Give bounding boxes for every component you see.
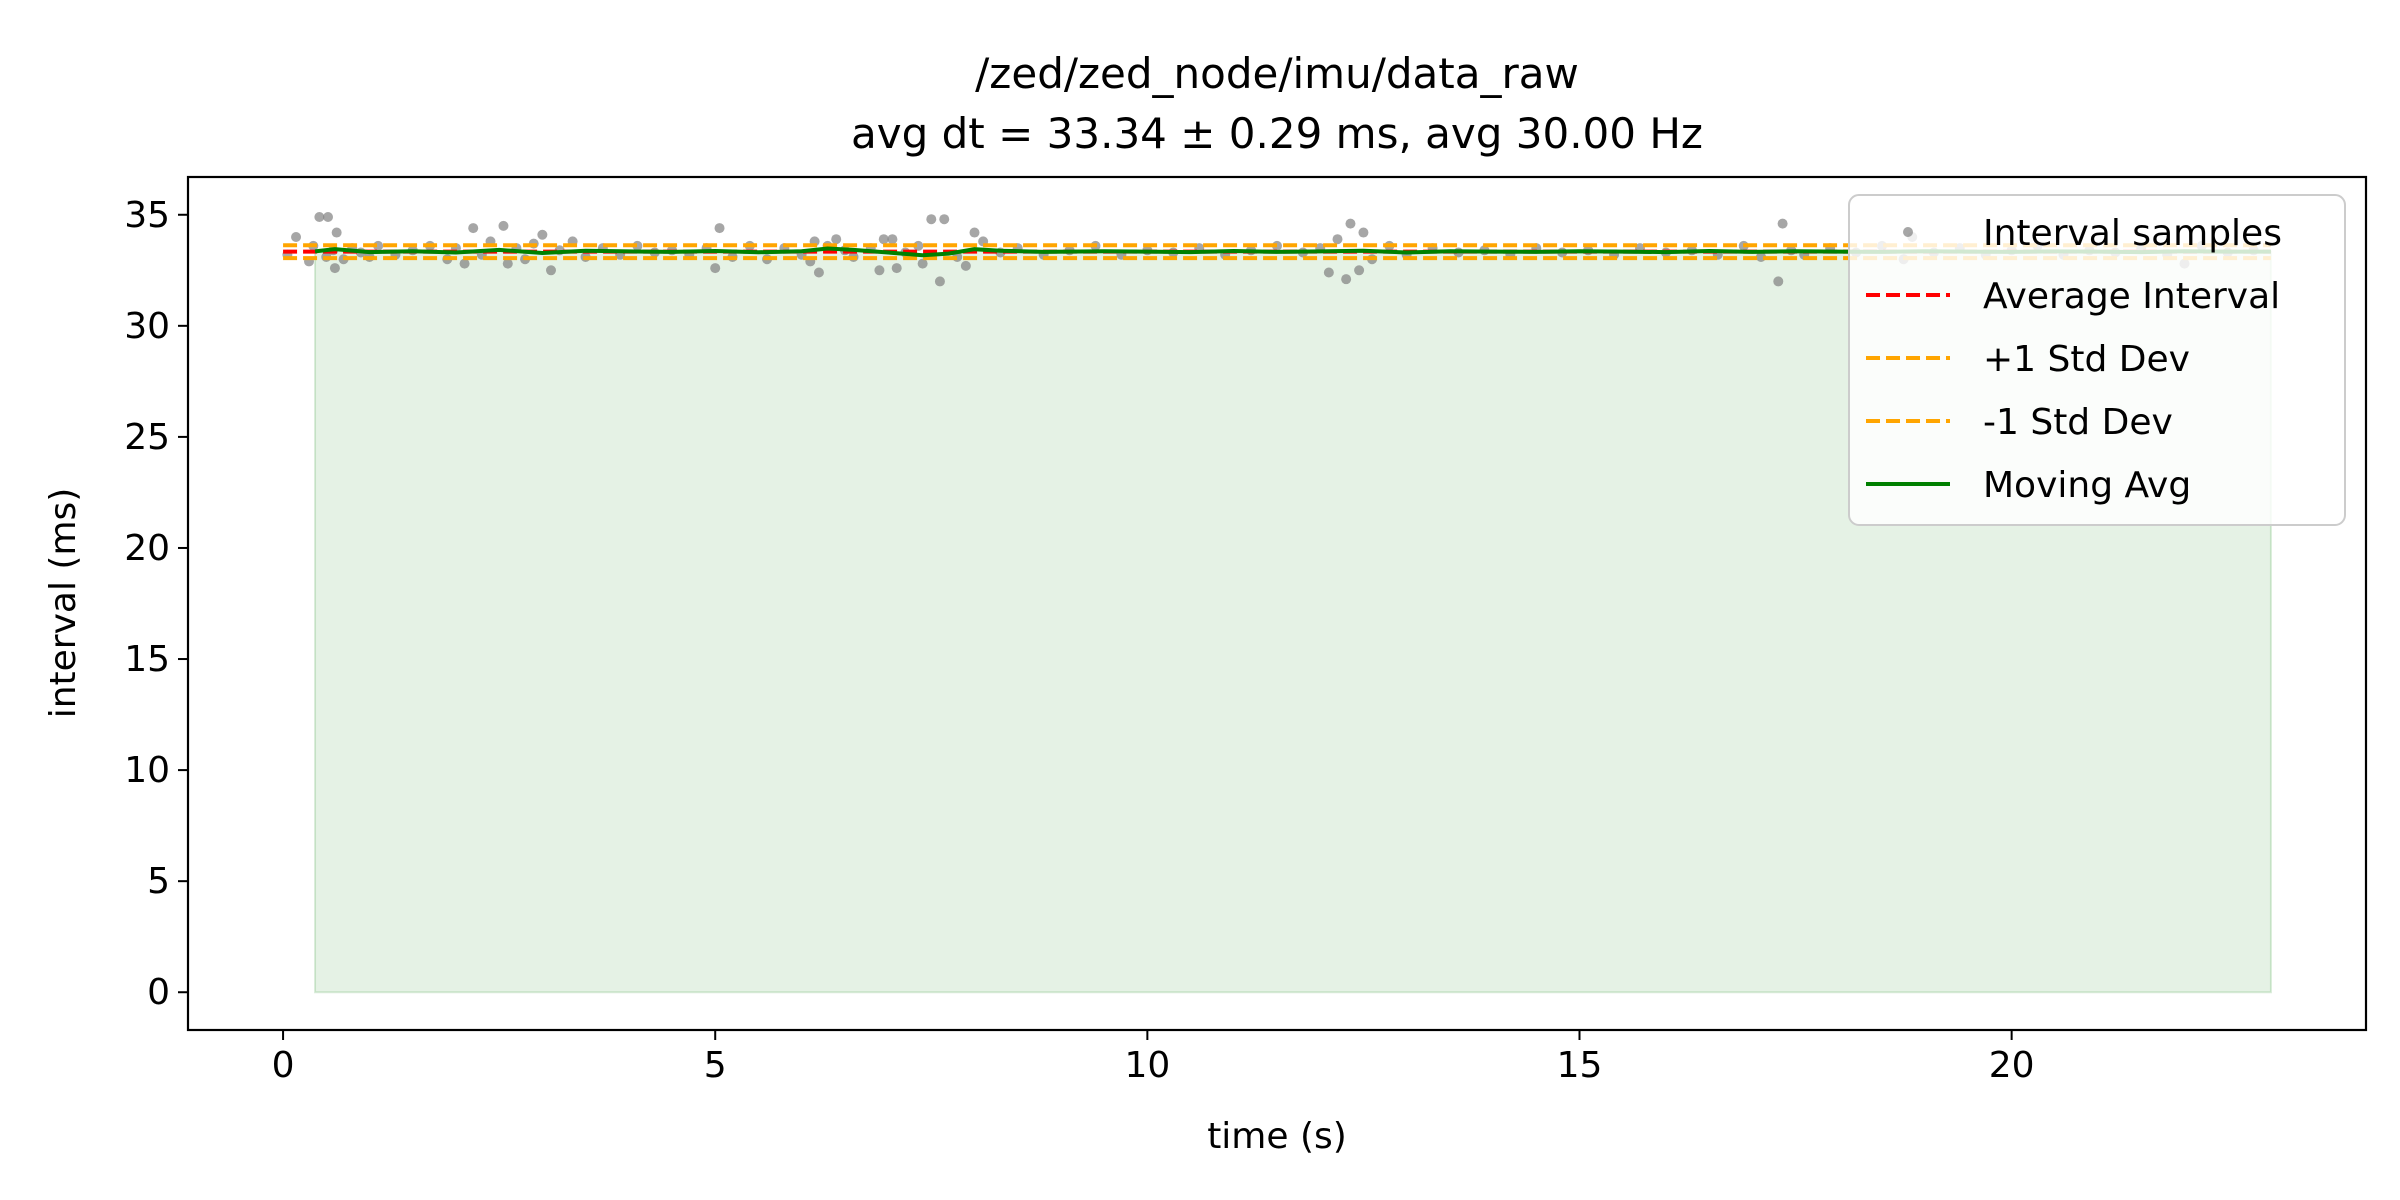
interval-sample-point	[537, 229, 548, 240]
interval-sample-point	[546, 265, 556, 276]
x-tick-label: 10	[1124, 1045, 1170, 1086]
interval-sample-point	[714, 223, 725, 234]
interval-sample-point	[710, 263, 721, 274]
y-tick-label: 35	[124, 195, 170, 236]
interval-sample-point	[926, 214, 937, 225]
interval-sample-point	[498, 220, 509, 231]
interval-sample-point	[874, 265, 885, 276]
legend-label: -1 Std Dev	[1983, 402, 2173, 443]
interval-sample-point	[502, 258, 513, 269]
axes-frame	[186, 175, 2368, 1032]
interval-sample-point	[887, 234, 898, 245]
interval-sample-point	[323, 211, 334, 222]
interval-sample-point	[331, 227, 342, 238]
interval-sample-point	[329, 263, 340, 274]
interval-sample-point	[917, 258, 928, 269]
interval-sample-point	[459, 258, 470, 269]
interval-sample-point	[1345, 218, 1356, 229]
legend-label: Average Interval	[1983, 276, 2280, 317]
interval-sample-point	[831, 234, 842, 245]
interval-sample-point	[314, 211, 325, 222]
interval-sample-point	[939, 214, 950, 225]
interval-sample-point	[969, 227, 980, 238]
y-tick-label: 10	[124, 750, 170, 791]
chart-subtitle: avg dt = 33.34 ± 0.29 ms, avg 30.00 Hz	[851, 109, 1703, 158]
chart-title: /zed/zed_node/imu/data_raw	[975, 49, 1579, 98]
y-tick-label: 25	[124, 417, 170, 458]
y-tick-label: 5	[147, 861, 170, 902]
legend-label: +1 Std Dev	[1983, 339, 2190, 380]
interval-sample-point	[1341, 274, 1352, 285]
legend-marker-samples	[1903, 227, 1913, 237]
interval-sample-point	[1358, 227, 1369, 238]
interval-sample-point	[891, 263, 902, 274]
interval-sample-point	[960, 260, 971, 271]
x-tick-label: 5	[704, 1045, 727, 1086]
interval-sample-point	[1354, 265, 1365, 276]
y-tick-label: 20	[124, 528, 170, 569]
interval-sample-point	[291, 231, 302, 242]
legend-label: Interval samples	[1983, 213, 2282, 254]
interval-sample-point	[813, 267, 824, 278]
legend: Interval samples Average Interval +1 Std D…	[1848, 194, 2346, 526]
y-tick-label: 15	[124, 639, 170, 680]
axis-ticks: 0 5 10 15 20 0 5 10 15 20 25 30 35	[124, 195, 2034, 1086]
x-tick-label: 0	[272, 1045, 295, 1086]
interval-sample-point	[1332, 234, 1343, 245]
interval-sample-point	[934, 276, 945, 287]
x-tick-label: 20	[1989, 1045, 2035, 1086]
legend-box	[1848, 194, 2346, 526]
legend-label: Moving Avg	[1983, 465, 2191, 506]
y-axis-label: interval (ms)	[43, 488, 84, 719]
y-tick-label: 0	[147, 972, 170, 1013]
plot-area	[282, 211, 2272, 994]
interval-sample-point	[878, 234, 889, 245]
interval-sample-point	[1777, 218, 1788, 229]
y-tick-label: 30	[124, 306, 170, 347]
interval-sample-point	[1773, 276, 1784, 287]
interval-sample-point	[468, 223, 479, 234]
interval-sample-point	[1323, 267, 1334, 278]
x-axis-label: time (s)	[1207, 1116, 1347, 1157]
x-tick-label: 15	[1557, 1045, 1603, 1086]
